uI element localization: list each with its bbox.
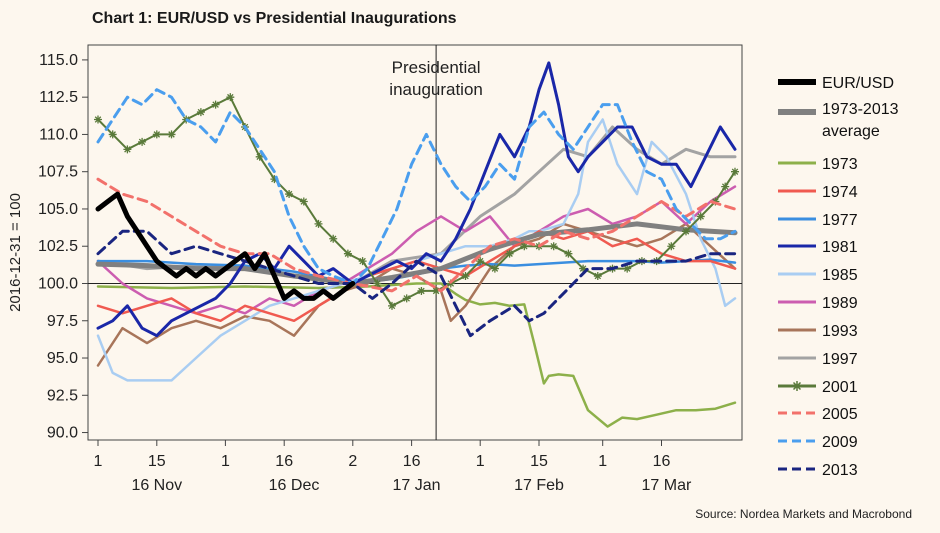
y-tick-label: 110.0 [39, 126, 78, 143]
y-axis-label: 2016-12-31 = 100 [7, 193, 24, 312]
series-marker-2001 [152, 130, 161, 139]
series-marker-2001 [388, 301, 396, 310]
legend-label-1977: 1977 [822, 212, 858, 229]
y-tick-label: 95.0 [47, 350, 78, 367]
series-marker-2001 [549, 242, 558, 251]
series-marker-2001 [123, 145, 132, 154]
y-tick-label: 115.0 [39, 52, 78, 69]
y-tick-label: 105.0 [38, 201, 78, 218]
series-marker-2001 [417, 286, 426, 295]
inauguration-label-2: inauguration [389, 80, 483, 99]
series-marker-2001 [138, 137, 147, 146]
series-line-eur-usd [95, 191, 356, 301]
x-tick-label: 16 [275, 453, 293, 470]
x-tick-label: 1 [476, 453, 485, 470]
series-marker-2001 [505, 249, 514, 258]
series-line-1989 [96, 185, 737, 315]
series-line-2013 [96, 229, 737, 338]
x-month-label: 16 Nov [131, 477, 182, 494]
series-marker-2001 [285, 190, 294, 199]
series-marker-2001 [402, 294, 411, 303]
series-marker-2001 [696, 212, 705, 221]
legend-label-1997: 1997 [822, 351, 858, 368]
series-line-1973 [96, 282, 737, 428]
legend-label-1985: 1985 [822, 267, 858, 284]
series-marker-2001 [667, 242, 676, 251]
x-tick-label: 2 [348, 453, 357, 470]
series-marker-2001 [721, 182, 730, 191]
legend-label-2013: 2013 [822, 462, 858, 479]
legend-label-1989: 1989 [822, 295, 858, 312]
series-marker-2001 [623, 264, 632, 273]
series-marker-2001 [167, 130, 176, 139]
x-tick-label: 1 [598, 453, 607, 470]
x-tick-label: 16 [653, 453, 671, 470]
series-marker-2001 [461, 272, 470, 281]
series-marker-2001 [432, 286, 441, 295]
legend-label-1973-2013-average-line1: 1973-2013 [822, 101, 899, 118]
series-marker-2001 [520, 242, 529, 251]
legend-label-eur-usd: EUR/USD [822, 75, 894, 92]
legend-label-1973-2013-average-line2: average [822, 123, 880, 140]
x-month-label: 17 Feb [514, 477, 564, 494]
legend-label-1974: 1974 [822, 184, 858, 201]
series-marker-2001 [108, 130, 117, 139]
chart-title: Chart 1: EUR/USD vs Presidential Inaugur… [92, 10, 457, 27]
series-marker-2001 [343, 249, 352, 258]
x-tick-label: 15 [148, 453, 166, 470]
series-marker-2001 [299, 197, 308, 206]
series-line-1993 [96, 222, 737, 367]
series-marker-2001 [314, 219, 323, 228]
series-marker-2001 [476, 257, 485, 266]
series-marker-2001 [579, 264, 588, 273]
series-marker-2001 [94, 115, 102, 124]
x-month-label: 17 Jan [392, 477, 440, 494]
series-marker-2001 [593, 272, 602, 281]
x-tick-label: 15 [530, 453, 548, 470]
y-tick-label: 92.5 [47, 387, 78, 404]
series-marker-2001 [329, 234, 338, 243]
series-marker-2001 [226, 93, 235, 102]
x-tick-label: 1 [221, 453, 230, 470]
y-tick-label: 97.5 [47, 313, 78, 330]
series-marker-2001 [564, 249, 573, 258]
series-marker-2001 [255, 152, 264, 161]
y-tick-label: 107.5 [38, 164, 78, 181]
series-marker-2001 [731, 167, 739, 176]
series-marker-2001 [682, 227, 690, 236]
legend-label-2001: 2001 [822, 379, 858, 396]
series-line-1981 [96, 61, 737, 338]
series-marker-2001 [490, 264, 499, 273]
legend-label-1993: 1993 [822, 323, 858, 340]
y-tick-label: 90.0 [47, 425, 78, 442]
legend-label-1973: 1973 [822, 156, 858, 173]
legend-marker-2001 [792, 381, 802, 391]
y-tick-label: 102.5 [38, 238, 78, 255]
x-tick-label: 16 [403, 453, 421, 470]
series-line-1985 [96, 118, 737, 382]
legend-label-1981: 1981 [822, 239, 858, 256]
series-marker-2001 [196, 108, 205, 117]
y-tick-label: 100.0 [38, 275, 78, 292]
y-tick-label: 112.5 [39, 89, 78, 106]
x-month-label: 16 Dec [269, 477, 320, 494]
legend-label-2005: 2005 [822, 406, 858, 423]
x-tick-label: 1 [94, 453, 103, 470]
series-line-2005 [96, 177, 737, 293]
inauguration-label-1: Presidential [392, 58, 481, 77]
series-marker-2001 [211, 100, 220, 109]
series-line-2009 [96, 88, 737, 285]
plot-frame [87, 44, 743, 441]
series-marker-2001 [373, 279, 382, 288]
series-marker-2001 [358, 257, 367, 266]
source-note: Source: Nordea Markets and Macrobond [695, 507, 912, 521]
series-marker-2001 [270, 175, 279, 184]
legend-label-2009: 2009 [822, 434, 858, 451]
x-month-label: 17 Mar [642, 477, 692, 494]
